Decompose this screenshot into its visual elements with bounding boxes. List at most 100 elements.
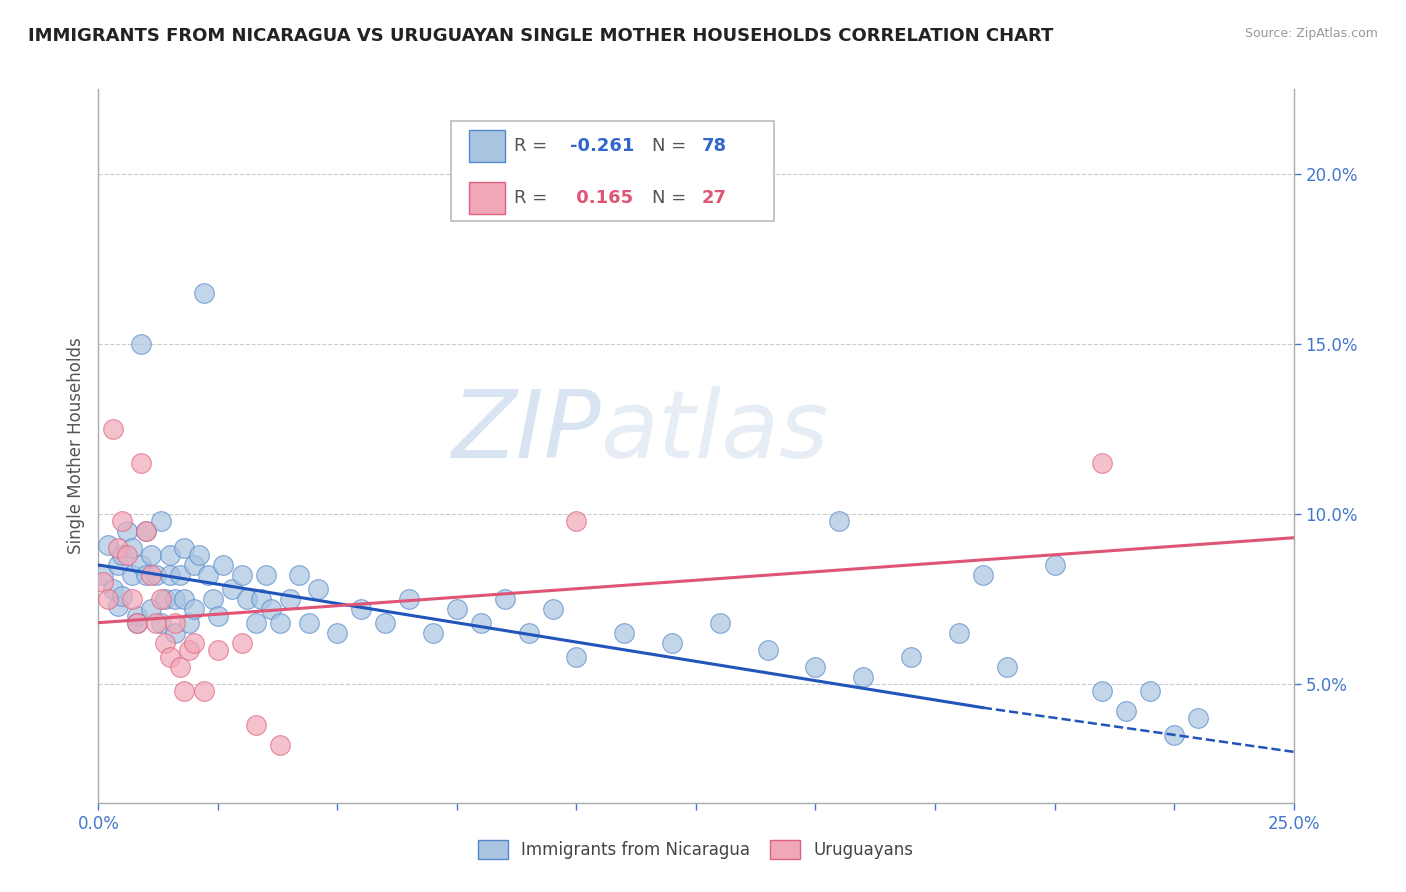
Point [149,615,172,630]
Point [517,626,540,640]
Text: atlas: atlas [600,386,828,477]
Point [231,636,253,650]
Text: IMMIGRANTS FROM NICARAGUA VS URUGUAYAN SINGLE MOTHER HOUSEHOLDS CORRELATION CHAR: IMMIGRANTS FROM NICARAGUA VS URUGUAYAN S… [28,27,1053,45]
Point [972,568,994,582]
Point [107,558,129,572]
Point [173,683,195,698]
Point [298,615,321,630]
Point [193,683,215,698]
Text: 27: 27 [702,189,727,207]
Point [235,591,257,606]
Point [326,626,349,640]
Text: Source: ZipAtlas.com: Source: ZipAtlas.com [1244,27,1378,40]
Point [139,602,162,616]
Point [179,615,201,630]
Point [254,568,277,582]
Point [613,626,636,640]
Point [207,643,229,657]
Point [131,337,153,351]
Point [173,591,195,606]
Point [207,608,229,623]
Point [91,568,114,582]
Point [115,548,138,562]
Point [183,636,205,650]
Point [139,548,162,562]
Point [135,524,157,538]
Point [125,615,148,630]
Point [828,514,851,528]
Point [278,591,301,606]
Point [135,568,157,582]
Point [269,615,291,630]
Point [374,615,396,630]
Point [269,738,291,752]
Point [179,643,201,657]
Point [398,591,420,606]
Point [1115,704,1137,718]
Point [111,514,134,528]
Point [470,615,492,630]
Point [121,568,143,582]
Point [163,591,186,606]
Legend: Immigrants from Nicaragua, Uruguayans: Immigrants from Nicaragua, Uruguayans [471,833,921,866]
Point [565,649,588,664]
Point [852,670,875,684]
Point [135,524,157,538]
Text: 78: 78 [702,137,727,155]
Text: N =: N = [652,189,692,207]
Point [125,615,148,630]
Point [155,636,177,650]
Point [163,626,186,640]
Point [101,582,124,596]
Bar [470,130,505,162]
Point [541,602,564,616]
Point [221,582,243,596]
Point [756,643,779,657]
Point [187,548,209,562]
Point [145,568,167,582]
Point [145,615,167,630]
Point [245,717,267,731]
Point [995,660,1018,674]
Bar [470,182,505,214]
Point [202,591,225,606]
Point [250,591,273,606]
Point [115,524,138,538]
Point [1139,683,1161,698]
Text: 0.165: 0.165 [571,189,634,207]
Point [804,660,827,674]
Text: R =: R = [515,189,554,207]
Point [183,558,205,572]
Point [169,660,191,674]
Point [494,591,516,606]
Point [245,615,267,630]
Point [149,591,172,606]
Point [149,514,172,528]
Text: -0.261: -0.261 [571,137,636,155]
Point [155,591,177,606]
Point [159,649,181,664]
Text: N =: N = [652,137,692,155]
Point [107,599,129,613]
Point [159,568,181,582]
Point [709,615,731,630]
Y-axis label: Single Mother Households: Single Mother Households [66,338,84,554]
Point [900,649,922,664]
Point [1091,683,1114,698]
Point [97,591,120,606]
Point [1043,558,1066,572]
Point [125,608,148,623]
Point [101,422,124,436]
Point [948,626,970,640]
Point [121,591,143,606]
Point [97,537,120,551]
Point [163,615,186,630]
Point [259,602,281,616]
Point [307,582,329,596]
Point [169,568,191,582]
Point [211,558,233,572]
Point [446,602,468,616]
Point [193,286,215,301]
Point [1187,711,1209,725]
Text: ZIP: ZIP [451,386,600,477]
